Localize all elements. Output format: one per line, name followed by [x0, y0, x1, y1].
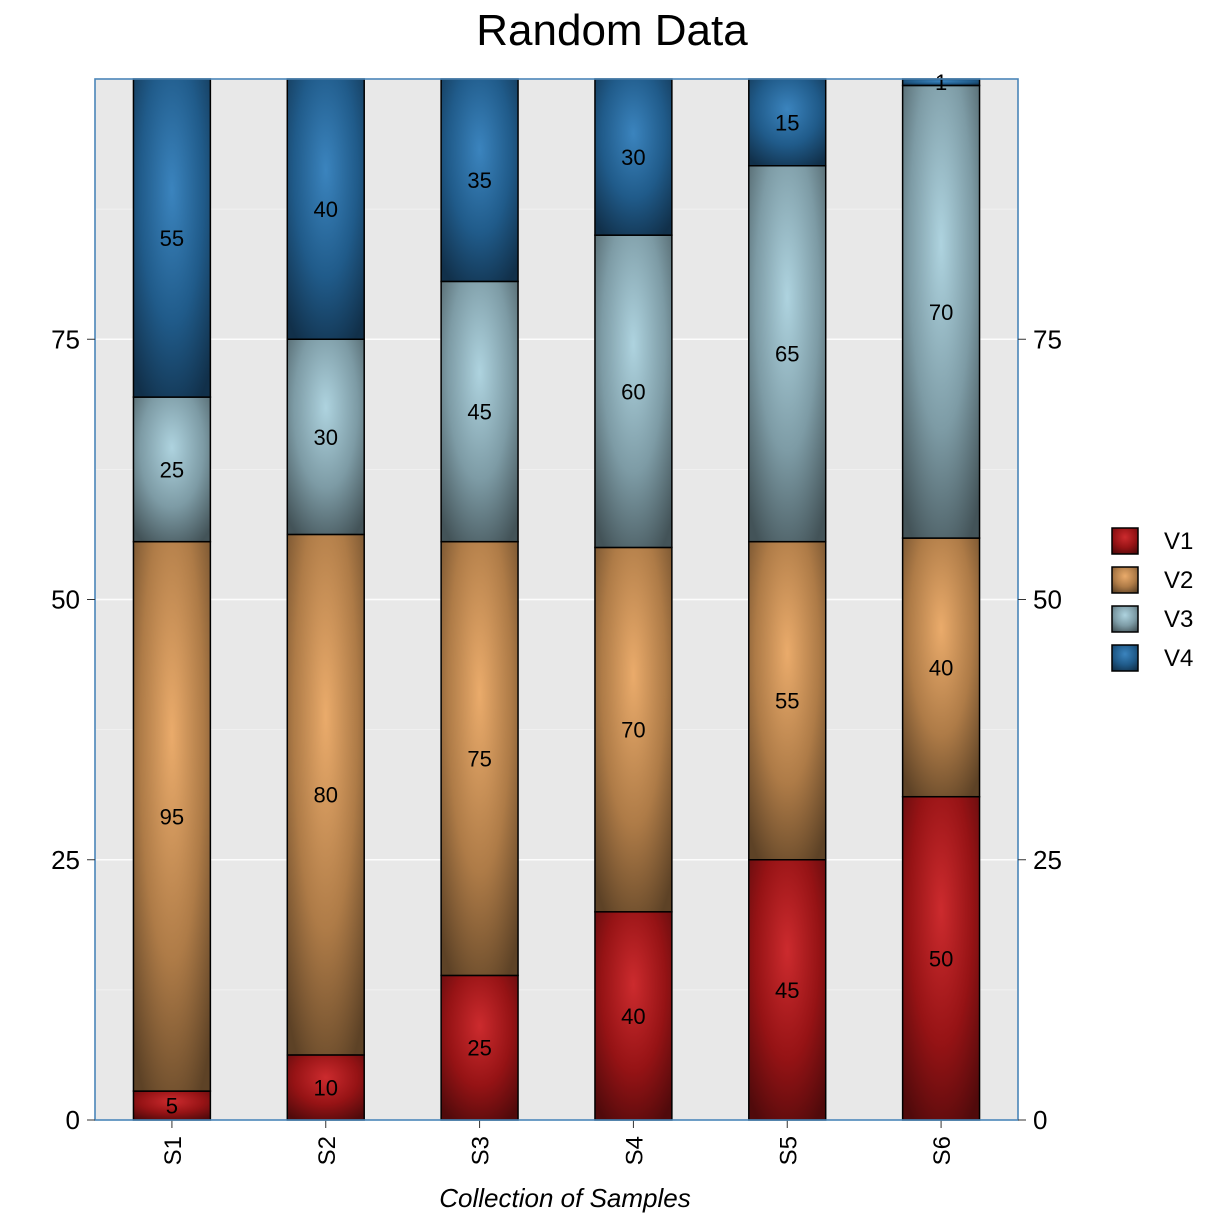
bar-segment [286, 338, 365, 536]
data-label: 30 [314, 425, 338, 450]
bar-segment [901, 795, 981, 1121]
bar-segment [440, 78, 519, 283]
x-tick-label: S4 [621, 1136, 648, 1165]
x-axis-label: Collection of Samples [439, 1183, 690, 1213]
legend-key [1111, 566, 1139, 594]
legend-label: V1 [1164, 528, 1193, 555]
data-label: 25 [160, 457, 184, 482]
y-tick-label-left: 75 [51, 324, 80, 354]
bar-segment [440, 540, 519, 977]
data-label: 75 [467, 747, 491, 772]
y-tick-label-right: 0 [1033, 1105, 1047, 1135]
bar-segment [901, 537, 981, 798]
legend-key [1111, 527, 1139, 555]
bar-segment [748, 165, 827, 543]
bar-segment [440, 974, 519, 1121]
data-label: 25 [467, 1036, 491, 1061]
legend-label: V2 [1164, 567, 1193, 594]
bar-segment [286, 533, 365, 1056]
bar-segment [594, 911, 673, 1121]
data-label: 5 [166, 1094, 178, 1119]
bar-segment [132, 1090, 212, 1121]
legend-label: V4 [1164, 645, 1193, 672]
data-label: 40 [314, 197, 338, 222]
bar-segment [286, 1054, 365, 1121]
legend-key [1111, 605, 1139, 633]
data-label: 60 [621, 379, 645, 404]
bar-segment [440, 280, 519, 543]
data-label: 10 [314, 1075, 338, 1100]
data-label: 45 [467, 400, 491, 425]
data-label: 40 [929, 655, 953, 680]
x-tick-label: S3 [468, 1136, 495, 1165]
x-tick-label: S5 [775, 1136, 802, 1165]
data-label: 45 [775, 978, 799, 1003]
x-tick-label: S1 [160, 1136, 187, 1165]
data-label: 65 [775, 342, 799, 367]
y-tick-label-right: 75 [1033, 324, 1062, 354]
data-label: 30 [621, 145, 645, 170]
data-label: 40 [621, 1004, 645, 1029]
bar-segment [748, 859, 827, 1121]
bar-segment [286, 78, 365, 340]
data-label: 35 [467, 168, 491, 193]
bar-segment [594, 546, 673, 913]
x-tick-label: S2 [314, 1136, 341, 1165]
data-label: 55 [775, 689, 799, 714]
data-label: 1 [935, 70, 947, 95]
data-label: 15 [775, 110, 799, 135]
data-label: 55 [160, 226, 184, 251]
y-tick-label-left: 0 [66, 1105, 80, 1135]
data-label: 80 [314, 783, 338, 808]
y-tick-label-left: 50 [51, 585, 80, 615]
y-tick-label-left: 25 [51, 845, 80, 875]
bar-segment [594, 234, 673, 549]
data-label: 50 [929, 946, 953, 971]
data-label: 70 [621, 718, 645, 743]
data-label: 95 [160, 804, 184, 829]
legend-key [1111, 644, 1139, 672]
bar-segment [901, 84, 981, 539]
bar-segment [132, 540, 212, 1092]
x-tick-label: S6 [929, 1136, 956, 1165]
legend-label: V3 [1164, 606, 1193, 633]
y-tick-label-right: 25 [1033, 845, 1062, 875]
chart-title: Random Data [476, 6, 748, 55]
bar-segment [594, 78, 673, 236]
y-tick-label-right: 50 [1033, 585, 1062, 615]
data-label: 70 [929, 300, 953, 325]
